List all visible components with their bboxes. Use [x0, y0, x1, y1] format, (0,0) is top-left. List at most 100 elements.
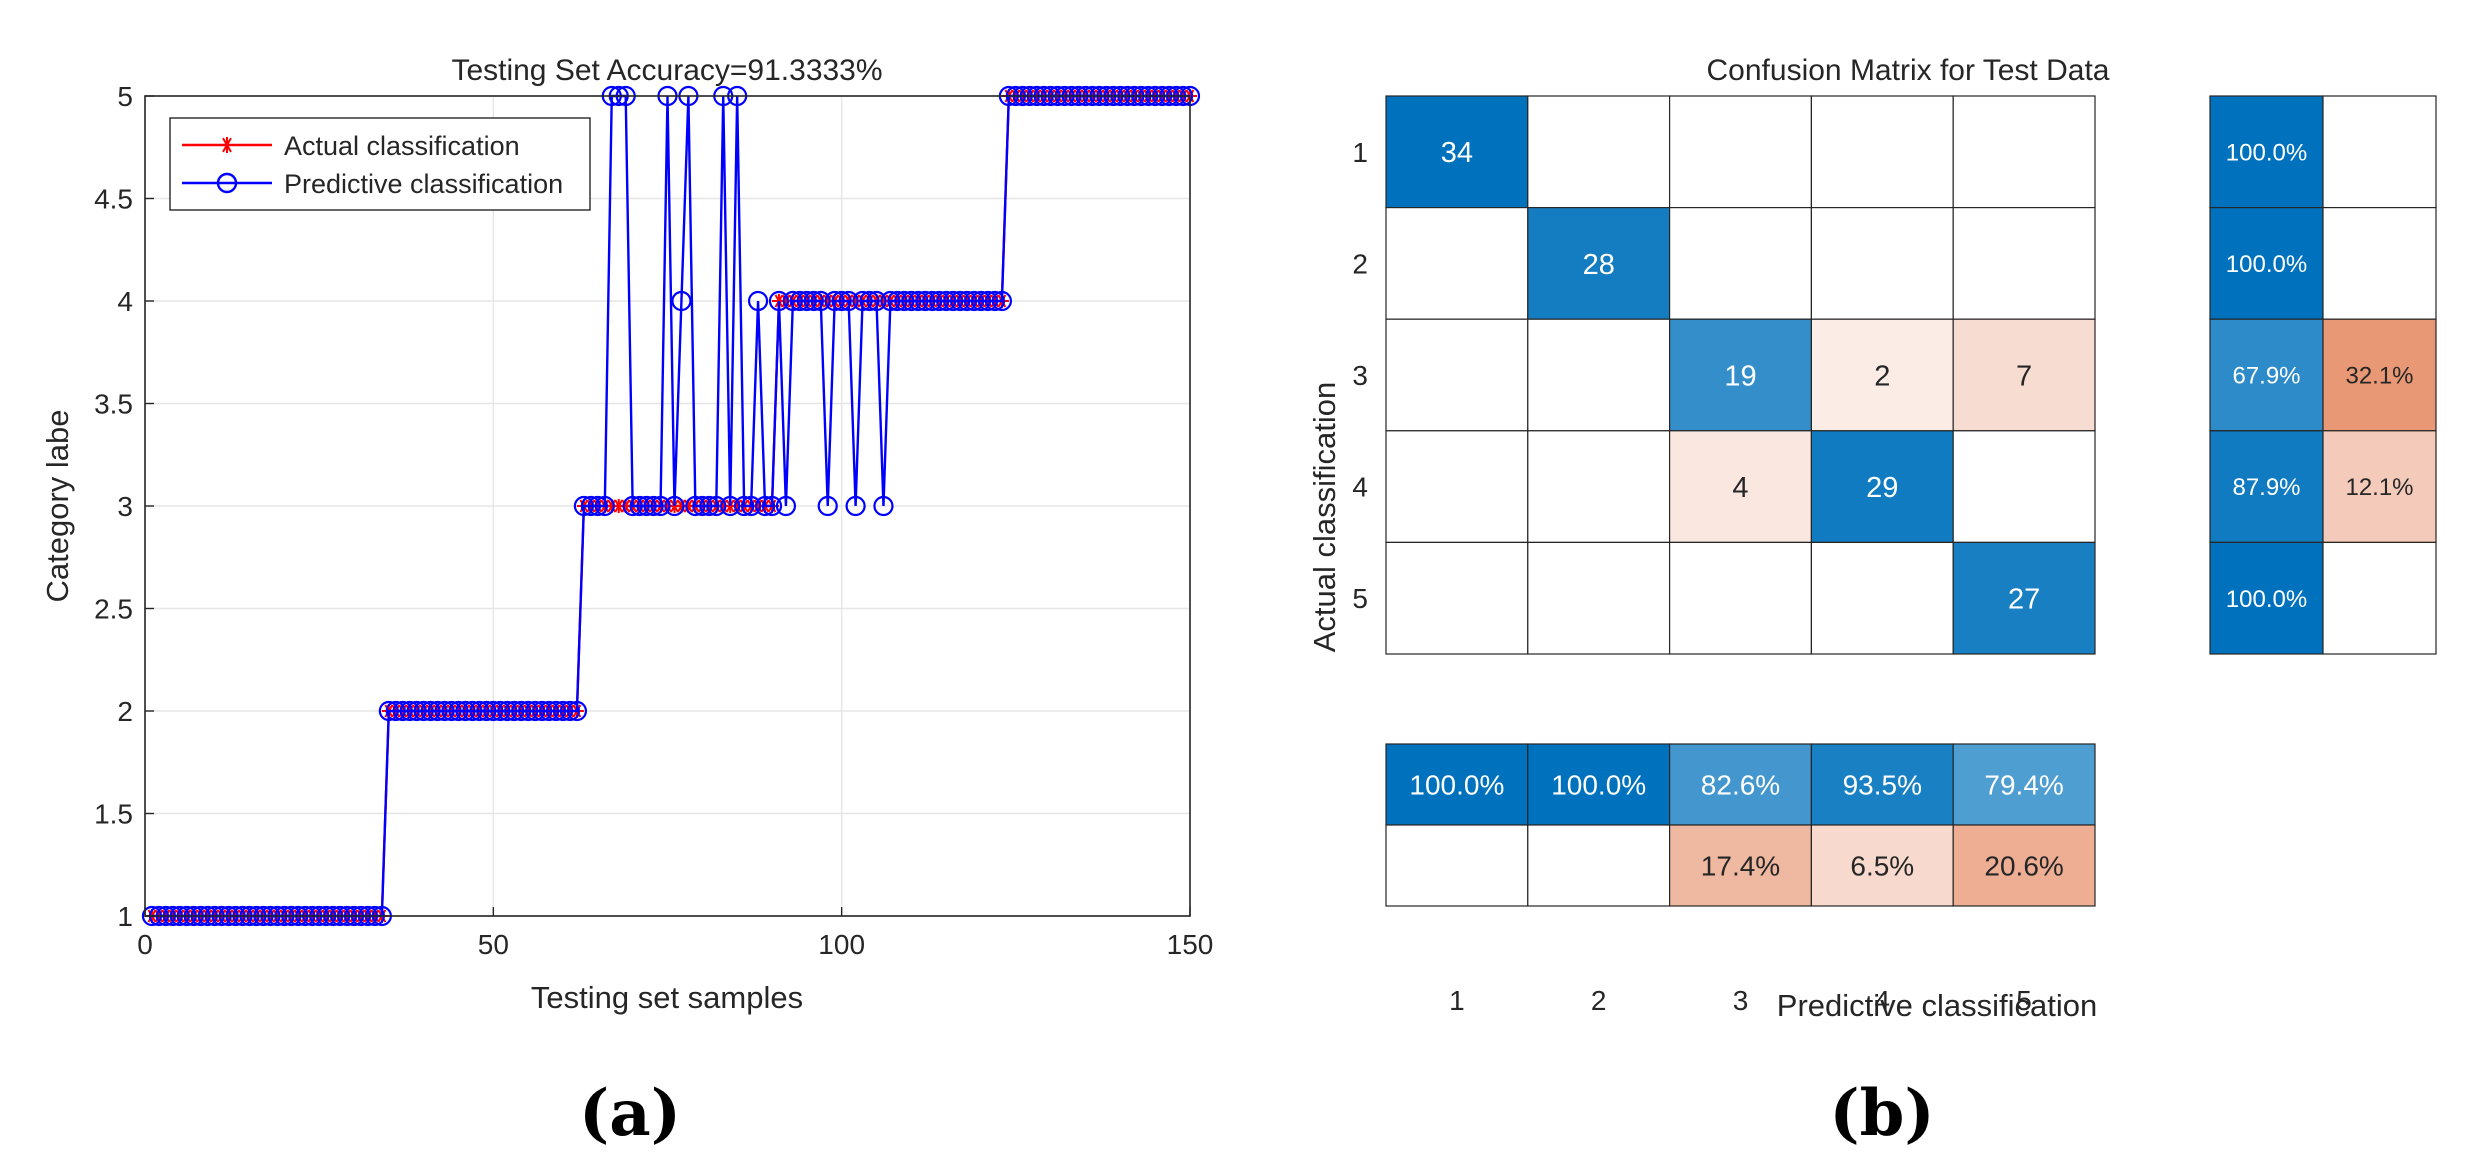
- predictive-point: [977, 290, 999, 312]
- legend-label-actual: Actual classification: [284, 131, 520, 161]
- y-tick-label: 3.5: [94, 389, 133, 420]
- predictive-point: [434, 700, 455, 722]
- cell-value: 19: [1724, 360, 1756, 392]
- row-summary-incorrect: [2322, 541, 2437, 655]
- predictive-point: [817, 495, 838, 517]
- matrix-cell: 19: [1668, 318, 1812, 432]
- matrix-cell: [1385, 541, 1529, 655]
- matrix-cell: [1810, 95, 1954, 209]
- predictive-point: [845, 495, 866, 517]
- predictive-point: [908, 290, 929, 312]
- column-summary-correct: 79.4%: [1952, 743, 2096, 826]
- predictive-point: [566, 700, 588, 722]
- column-summary-incorrect: 20.6%: [1952, 824, 2096, 907]
- predictive-point: [629, 495, 650, 517]
- predictive-point: [587, 495, 608, 517]
- predictive-point: [462, 700, 483, 722]
- row-tick-label: 4: [1352, 472, 1368, 503]
- row-summary-incorrect: 32.1%: [2322, 318, 2437, 432]
- predictive-point: [692, 495, 713, 517]
- predictive-point: [573, 495, 595, 517]
- predictive-point: [525, 700, 546, 722]
- legend: Actual classification Predictive classif…: [169, 117, 591, 211]
- predictive-point: [476, 700, 497, 722]
- row-tick-label: 5: [1352, 583, 1368, 614]
- predictive-point: [706, 495, 727, 517]
- col-tick-label: 3: [1733, 985, 1749, 1016]
- predictive-point: [559, 700, 581, 722]
- predictive-point: [650, 495, 671, 517]
- line-chart: 0 50 100 150 1 1.5 2 2.5 3 3.5 4 4.5 5 Testing Set A…: [40, 54, 1213, 1151]
- predictive-point: [483, 700, 504, 722]
- predictive-point: [859, 290, 880, 312]
- predictive-point: [378, 700, 399, 722]
- predictive-point: [511, 700, 532, 722]
- grid: [144, 95, 1191, 917]
- matrix-cell: 29: [1810, 430, 1954, 543]
- cell-value: 4: [1732, 472, 1748, 504]
- predictive-point: [789, 290, 810, 312]
- predictive-point: [894, 290, 915, 312]
- y-tick-label: 1: [117, 901, 133, 932]
- matrix-cell: [1385, 207, 1529, 320]
- predictive-point: [963, 290, 985, 312]
- matrix-cell: [1952, 95, 2096, 209]
- predictive-point: [956, 290, 978, 312]
- column-summary-correct: 100.0%: [1527, 743, 1671, 826]
- cell-value: 32.1%: [2345, 363, 2413, 390]
- column-summary-correct: 82.6%: [1668, 743, 1812, 826]
- predictive-point: [824, 290, 845, 312]
- y-tick-label: 2: [117, 696, 133, 727]
- row-summary-correct: 100.0%: [2209, 95, 2324, 209]
- predictive-point: [399, 700, 420, 722]
- matrix-cell: 34: [1385, 95, 1529, 209]
- matrix-cell: [1527, 95, 1671, 209]
- column-summary-incorrect: 17.4%: [1668, 824, 1812, 907]
- legend-label-predictive: Predictive classification: [284, 169, 563, 199]
- y-tick-label: 2.5: [94, 594, 133, 625]
- matrix-cell: 2: [1810, 318, 1954, 432]
- predictive-point: [880, 290, 901, 312]
- predictive-point: [622, 495, 643, 517]
- predictive-point: [810, 290, 831, 312]
- legend-box: [169, 117, 591, 211]
- x-tick-label: 100: [818, 929, 865, 960]
- matrix-cell: [1952, 430, 2096, 543]
- y-axis-label: Actual classification: [1307, 382, 1342, 653]
- predictive-point: [385, 700, 406, 722]
- predictive-point: [413, 700, 434, 722]
- predictive-point: [991, 290, 1013, 312]
- cell-value: 79.4%: [1984, 770, 2063, 801]
- y-tick-label: 4: [117, 286, 133, 317]
- cell-value: 67.9%: [2232, 363, 2300, 390]
- matrix-cell: 28: [1527, 207, 1671, 320]
- row-summary-correct: 87.9%: [2209, 430, 2324, 543]
- cell-value: 6.5%: [1850, 851, 1914, 882]
- predictive-point: [420, 700, 441, 722]
- column-summary-correct: 100.0%: [1385, 743, 1529, 826]
- predictive-point: [734, 495, 755, 517]
- predictive-point: [831, 290, 852, 312]
- predictive-point: [594, 495, 615, 517]
- predictive-point: [636, 495, 657, 517]
- y-tick-label: 4.5: [94, 184, 133, 215]
- matrix-cell: [1527, 430, 1671, 543]
- predictive-point: [768, 290, 790, 312]
- predictive-point: [754, 495, 776, 517]
- predictive-point: [643, 495, 664, 517]
- cell-value: 20.6%: [1984, 851, 2063, 882]
- column-summary: 100.0% 100.0% 82.6% 93.5% 79.4% 17.4% 6.5% 20.6…: [1385, 743, 2096, 907]
- predictive-point: [936, 290, 957, 312]
- column-summary-incorrect: 6.5%: [1810, 824, 1954, 907]
- predictive-point: [497, 700, 518, 722]
- panel-label-b: (b): [1829, 1076, 1934, 1151]
- matrix-cell: [1668, 95, 1812, 209]
- predictive-point: [970, 290, 992, 312]
- chart-title: Confusion Matrix for Test Data: [1707, 54, 2110, 87]
- row-tick-label: 2: [1352, 248, 1368, 279]
- predictive-point: [915, 290, 936, 312]
- column-summary-incorrect: [1527, 824, 1671, 907]
- predictive-point: [490, 700, 511, 722]
